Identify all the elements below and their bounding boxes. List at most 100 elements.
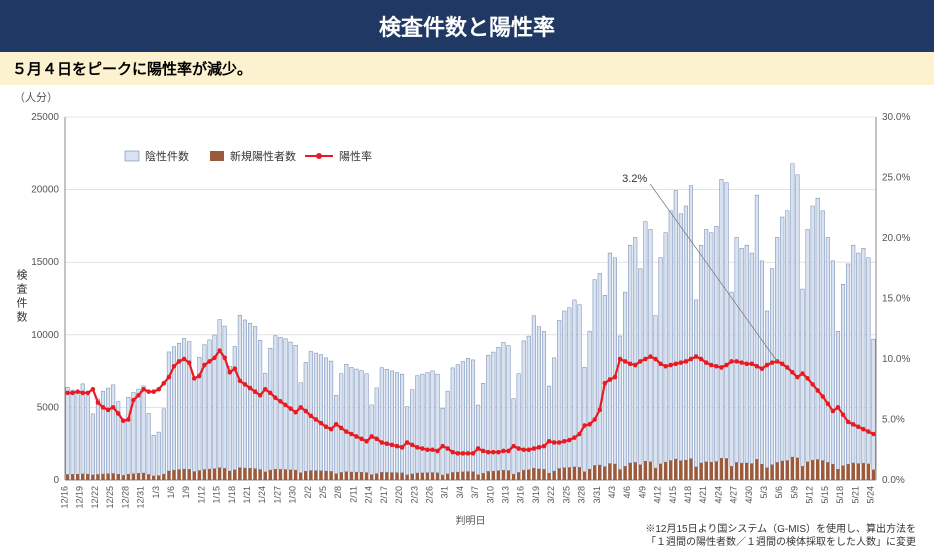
rate-marker — [116, 411, 121, 416]
rate-marker — [344, 429, 349, 434]
svg-text:件: 件 — [17, 297, 28, 310]
bar-negative — [446, 391, 450, 474]
bar-negative — [451, 368, 455, 473]
bar-positive — [735, 462, 739, 480]
bar-negative — [588, 331, 592, 469]
svg-text:1/3: 1/3 — [151, 486, 161, 499]
bar-negative — [218, 320, 222, 468]
unit-label: （人分） — [0, 85, 934, 105]
bar-positive — [167, 471, 171, 480]
bar-negative — [319, 355, 323, 471]
bar-positive — [527, 470, 531, 480]
svg-text:15000: 15000 — [31, 257, 59, 268]
bar-negative — [664, 233, 668, 462]
bar-positive — [96, 474, 100, 480]
bar-negative — [836, 331, 840, 469]
bar-positive — [253, 469, 257, 480]
bar-positive — [319, 471, 323, 480]
svg-text:2/26: 2/26 — [424, 486, 434, 504]
rate-marker — [542, 444, 547, 449]
footnote-2: 「１週間の陽性者数／１週間の検体採取をした人数」に変更 — [646, 535, 916, 548]
rate-marker — [106, 408, 111, 413]
bar-negative — [223, 326, 227, 468]
bar-positive — [86, 474, 90, 480]
bar-positive — [573, 467, 577, 480]
bar-negative — [481, 383, 485, 473]
rate-marker — [481, 449, 486, 454]
rate-marker — [121, 418, 126, 423]
bar-positive — [775, 462, 779, 480]
rate-marker — [511, 444, 516, 449]
rate-marker — [405, 440, 410, 445]
rate-marker — [846, 420, 851, 425]
bar-negative — [760, 261, 764, 464]
bar-negative — [786, 211, 790, 461]
rate-marker — [679, 360, 684, 365]
bar-positive — [122, 475, 126, 480]
bar-negative — [644, 222, 648, 462]
bar-negative — [86, 396, 90, 474]
rate-marker — [131, 398, 136, 403]
bar-positive — [633, 462, 637, 480]
bar-positive — [258, 470, 262, 480]
rate-marker — [815, 388, 820, 393]
rate-marker — [714, 364, 719, 369]
svg-text:2/5: 2/5 — [318, 486, 328, 499]
rate-marker — [648, 354, 653, 359]
rate-marker — [486, 450, 491, 455]
bar-negative — [162, 409, 166, 474]
bar-negative — [350, 367, 354, 472]
bar-positive — [552, 471, 556, 480]
rate-marker — [537, 445, 542, 450]
rate-marker — [831, 409, 836, 414]
bar-negative — [639, 269, 643, 465]
svg-text:4/3: 4/3 — [607, 486, 617, 499]
svg-text:3/13: 3/13 — [501, 486, 511, 504]
bar-positive — [872, 470, 876, 480]
bar-negative — [796, 175, 800, 458]
rate-marker — [283, 403, 288, 408]
bar-positive — [309, 471, 313, 480]
svg-text:3/31: 3/31 — [592, 486, 602, 504]
rate-marker — [314, 417, 319, 422]
bar-positive — [476, 475, 480, 480]
bar-positive — [770, 465, 774, 480]
bar-negative — [542, 331, 546, 469]
bar-positive — [659, 464, 663, 480]
rate-marker — [309, 414, 314, 419]
rate-marker — [684, 359, 689, 364]
rate-marker — [461, 451, 466, 456]
bar-negative — [573, 300, 577, 467]
svg-text:25.0%: 25.0% — [882, 173, 910, 184]
bar-positive — [578, 467, 582, 480]
rate-marker — [663, 364, 668, 369]
rate-marker — [435, 449, 440, 454]
bar-negative — [294, 345, 298, 470]
bar-negative — [345, 364, 349, 471]
rate-marker — [765, 363, 770, 368]
bar-positive — [755, 459, 759, 480]
bar-negative — [410, 390, 414, 474]
bar-positive — [228, 471, 232, 480]
bar-negative — [740, 248, 744, 463]
svg-text:3/10: 3/10 — [485, 486, 495, 504]
svg-text:2/20: 2/20 — [394, 486, 404, 504]
rate-marker — [805, 376, 810, 381]
bar-negative — [775, 237, 779, 462]
rate-marker — [587, 422, 592, 427]
bar-positive — [760, 464, 764, 480]
rate-marker — [471, 451, 476, 456]
bar-negative — [375, 388, 379, 474]
bar-positive — [233, 470, 237, 480]
rate-marker — [638, 359, 643, 364]
svg-text:検: 検 — [17, 268, 28, 282]
bar-positive — [132, 474, 136, 480]
bar-positive — [157, 476, 161, 480]
rate-marker — [526, 447, 531, 452]
bar-positive — [405, 475, 409, 480]
bar-negative — [243, 320, 247, 468]
bar-negative — [628, 245, 632, 463]
footnote-1: ※12月15日より国システム（G-MIS）を使用し、算出方法を — [645, 522, 916, 535]
rate-marker — [506, 449, 511, 454]
bar-negative — [821, 211, 825, 461]
